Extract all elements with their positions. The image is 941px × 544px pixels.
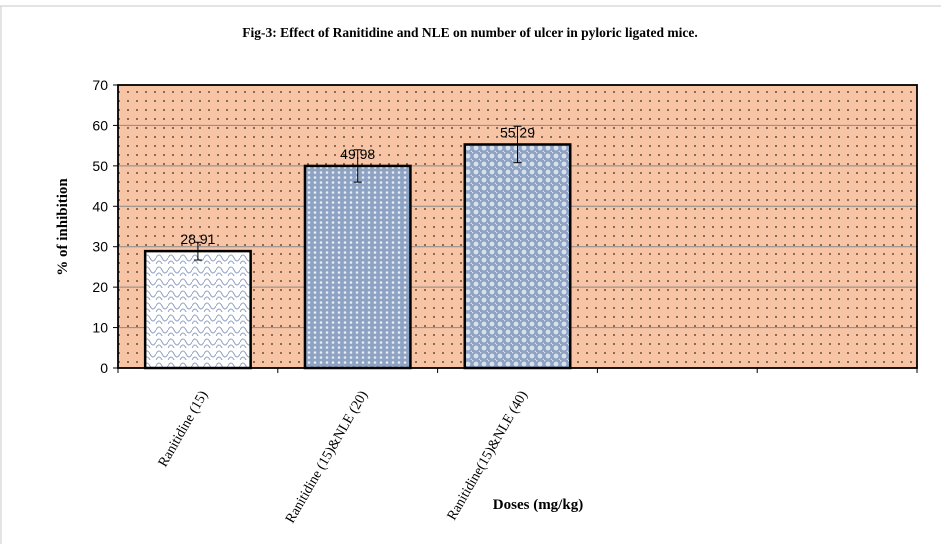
y-tick-label: 30 xyxy=(92,239,108,255)
bar xyxy=(303,164,412,370)
data-labels: 28.91 49.98 55.29 xyxy=(180,124,535,247)
y-tick-label: 50 xyxy=(92,158,108,174)
x-axis-title: Doses (mg/kg) xyxy=(493,497,583,513)
y-tick-label: 40 xyxy=(92,198,108,214)
y-tick-label: 20 xyxy=(92,279,108,295)
data-label: 55.29 xyxy=(500,124,535,140)
data-label: 49.98 xyxy=(340,146,375,162)
y-tick-labels: 0 10 20 30 40 50 60 70 xyxy=(92,77,108,376)
y-tick-label: 10 xyxy=(92,320,108,336)
y-tick-label: 60 xyxy=(92,117,108,133)
y-axis-title: % of inhibition xyxy=(55,178,71,276)
data-label: 28.91 xyxy=(180,231,215,247)
y-tick-label: 70 xyxy=(92,77,108,93)
x-category-labels: Ranitidine (15) Ranitidine (15)&NLE (20) R… xyxy=(156,388,531,526)
plot-border xyxy=(117,84,918,369)
x-category-label: Ranitidine (15) xyxy=(156,388,212,470)
x-category-label: Ranitidine (15)&NLE (20) xyxy=(283,388,371,526)
y-tick-label: 0 xyxy=(100,360,108,376)
error-bars xyxy=(193,125,522,261)
bar xyxy=(463,143,572,370)
chart-title: Fig-3: Effect of Ranitidine and NLE on n… xyxy=(242,25,697,40)
bars xyxy=(143,143,572,370)
axes xyxy=(113,84,918,373)
bar xyxy=(143,249,252,370)
